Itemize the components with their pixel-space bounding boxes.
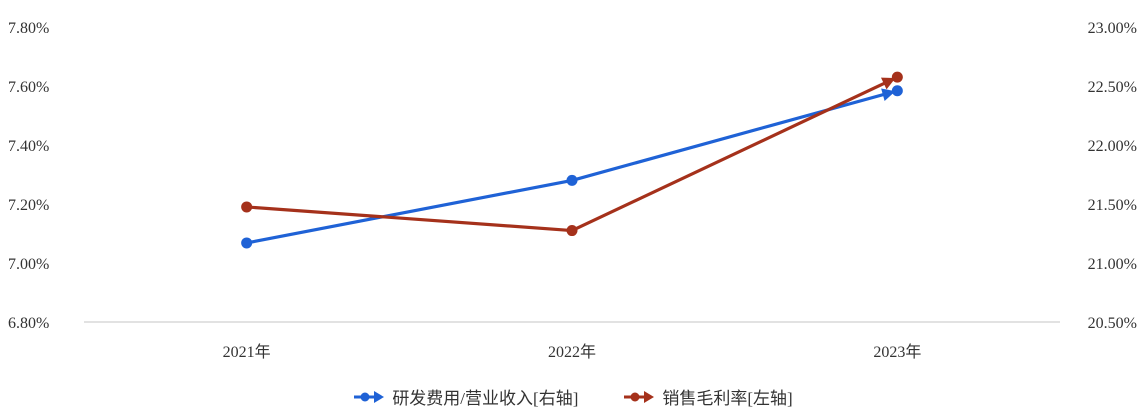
series-0-point: [241, 237, 253, 249]
right-y-tick-label: 23.00%: [1088, 20, 1137, 37]
series-line-1: [246, 75, 899, 233]
right-y-tick-label: 22.50%: [1088, 79, 1137, 96]
left-y-tick-label: 7.80%: [8, 20, 49, 37]
legend-label-rd-ratio: 研发费用/营业收入[右轴]: [392, 389, 579, 408]
x-tick-label: 2023年: [873, 343, 921, 361]
line-chart: 6.80% 7.00% 7.20% 7.40% 7.60% 7.80% 20.50% 21.0…: [8, 20, 1137, 361]
legend-label-gross-margin: 销售毛利率[左轴]: [662, 389, 793, 408]
right-y-tick-label: 22.00%: [1088, 138, 1137, 155]
series-0-arrowhead: [881, 88, 896, 101]
x-tick-label: 2022年: [548, 343, 596, 361]
series-line-0: [246, 89, 898, 245]
right-y-tick-label: 20.50%: [1088, 315, 1137, 332]
series-0-point: [566, 174, 578, 186]
chart-legend: 研发费用/营业收入[右轴] 销售毛利率[左轴]: [0, 384, 1145, 409]
left-y-tick-label: 7.20%: [8, 197, 49, 214]
series-1-point: [891, 71, 903, 83]
left-y-tick-label: 7.00%: [8, 256, 49, 273]
left-y-tick-label: 7.40%: [8, 138, 49, 155]
legend-swatch-rd-ratio: [354, 390, 385, 403]
series-1-point: [566, 225, 578, 237]
left-y-tick-label: 6.80%: [8, 315, 49, 332]
x-tick-label: 2021年: [223, 343, 271, 361]
legend-swatch-gross-margin: [624, 390, 655, 403]
series-1-point: [241, 201, 253, 213]
series-0-point: [891, 85, 903, 97]
right-y-tick-label: 21.00%: [1088, 256, 1137, 273]
right-y-tick-label: 21.50%: [1088, 197, 1137, 214]
legend-item-rd-ratio: 研发费用/营业收入[右轴]: [352, 384, 578, 409]
series-1-arrowhead: [880, 77, 896, 90]
legend-item-gross-margin: 销售毛利率[左轴]: [622, 384, 793, 409]
left-y-tick-label: 7.60%: [8, 79, 49, 96]
